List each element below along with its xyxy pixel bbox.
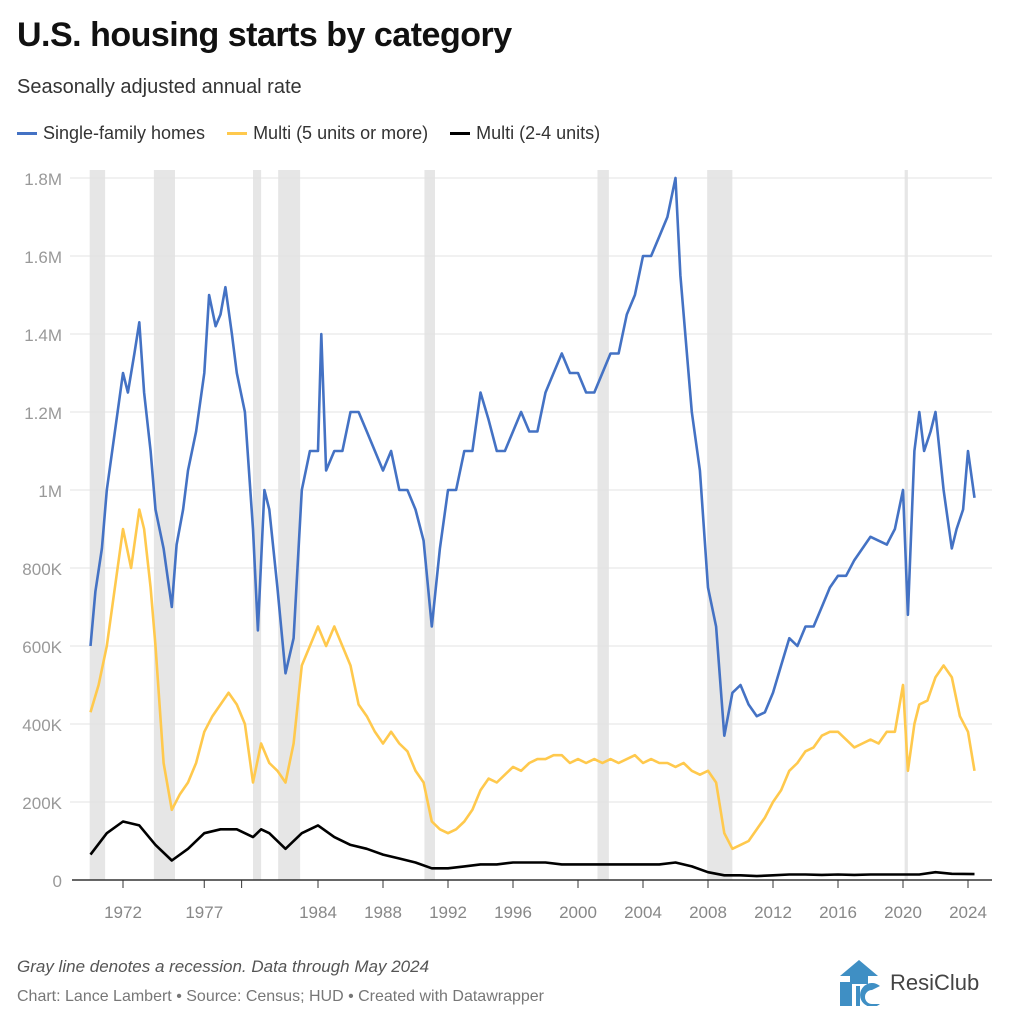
resiclub-logo-icon — [840, 960, 880, 1006]
y-tick-label: 600K — [22, 638, 62, 657]
y-tick-label: 200K — [22, 794, 62, 813]
x-tick-label: 1977 — [185, 903, 223, 922]
y-tick-label: 400K — [22, 716, 62, 735]
x-tick-label: 2016 — [819, 903, 857, 922]
legend-label: Multi (2-4 units) — [476, 123, 601, 143]
recession-band — [278, 170, 301, 880]
x-tick-label: 1988 — [364, 903, 402, 922]
y-tick-label: 1.4M — [24, 326, 62, 345]
recession-band — [253, 170, 262, 880]
resiclub-logo: ResiClub — [836, 960, 979, 1006]
x-tick-label: 2012 — [754, 903, 792, 922]
x-tick-label: 2024 — [949, 903, 987, 922]
x-tick-label: 2008 — [689, 903, 727, 922]
x-tick-label: 2020 — [884, 903, 922, 922]
chart-subtitle: Seasonally adjusted annual rate — [17, 76, 302, 98]
y-tick-label: 800K — [22, 560, 62, 579]
recession-band — [424, 170, 435, 880]
x-tick-label: 1992 — [429, 903, 467, 922]
legend-item-multi-5plus: Multi (5 units or more) — [227, 123, 428, 144]
series-line-0 — [89, 176, 976, 737]
y-tick-label: 0 — [53, 872, 62, 891]
line-chart: 0 200K 400K 600K 800K 1M 1.2M 1.4M 1.6M 1.8M 1972 1… — [22, 170, 992, 922]
credit-line: Chart: Lance Lambert • Source: Census; H… — [17, 988, 544, 1005]
logo-text: ResiClub — [890, 970, 980, 995]
series-line-1 — [89, 508, 976, 851]
x-tick-label: 1972 — [104, 903, 142, 922]
legend-item-multi-2-4: Multi (2-4 units) — [450, 123, 600, 144]
chart-title: U.S. housing starts by category — [17, 16, 512, 54]
legend-item-single-family: Single-family homes — [17, 123, 205, 144]
footnote: Gray line denotes a recession. Data thro… — [17, 957, 430, 976]
y-tick-label: 1.8M — [24, 170, 62, 189]
legend: Single-family homes Multi (5 units or mo… — [17, 123, 600, 144]
series-line-2 — [89, 820, 975, 878]
x-tick-label: 2000 — [559, 903, 597, 922]
recession-band — [597, 170, 609, 880]
x-tick-label: 2004 — [624, 903, 662, 922]
legend-label: Single-family homes — [43, 123, 206, 143]
y-tick-label: 1M — [38, 482, 62, 501]
x-tick-label: 1984 — [299, 903, 337, 922]
y-tick-label: 1.2M — [24, 404, 62, 423]
legend-label: Multi (5 units or more) — [253, 123, 429, 143]
recession-band — [904, 170, 908, 880]
x-tick-label: 1996 — [494, 903, 532, 922]
recession-band — [707, 170, 733, 880]
y-tick-label: 1.6M — [24, 248, 62, 267]
